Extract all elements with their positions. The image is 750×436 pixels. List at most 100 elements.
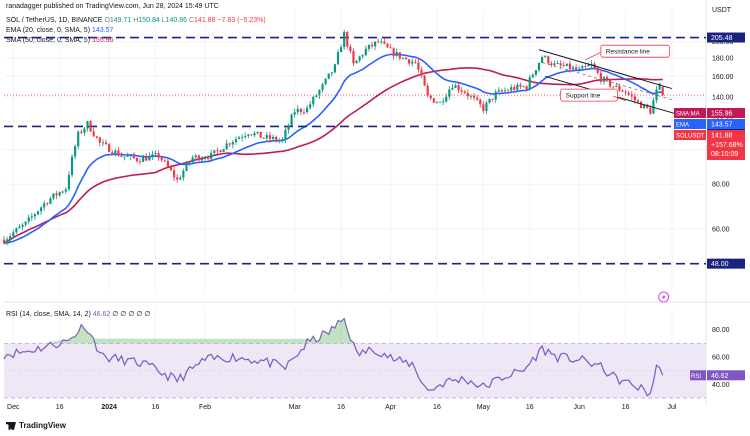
price-axis-unit: USDT — [712, 7, 732, 14]
candle-body — [52, 193, 55, 199]
candle-body — [469, 95, 473, 97]
price-tag-value: 143.57 — [711, 122, 733, 129]
candle-body — [234, 139, 238, 143]
candle-body — [333, 64, 336, 73]
candle-body — [312, 96, 315, 105]
candle-body — [213, 150, 216, 153]
candle-body — [98, 137, 101, 143]
candle-body — [525, 86, 528, 90]
time-tick-label: Mar — [289, 404, 302, 411]
time-tick-label: May — [477, 404, 491, 411]
candle-body — [182, 170, 185, 178]
candle-body — [305, 107, 309, 113]
time-tick-label: Jul — [668, 404, 677, 411]
candle-body — [494, 91, 497, 100]
candle-body — [108, 144, 111, 153]
change-value: −7.83 (−5.23%) — [217, 17, 266, 24]
candle-body — [503, 90, 507, 92]
candle-body — [194, 155, 197, 158]
candle-body — [605, 77, 609, 80]
candle-body — [544, 56, 547, 58]
candle-body — [55, 193, 58, 196]
sma-legend-label: SMA (50, close, 0, SMA, 5) — [6, 37, 91, 44]
candle-body — [132, 155, 135, 159]
candle-body — [500, 90, 503, 92]
candle-body — [231, 142, 234, 145]
candle-body — [138, 161, 142, 162]
candle-body — [6, 239, 9, 244]
low-value: 140.86 — [165, 17, 188, 24]
candle-body — [559, 63, 562, 66]
candle-body — [27, 217, 30, 222]
candle-body — [340, 47, 343, 53]
candle-body — [547, 56, 550, 64]
high-label: H — [133, 17, 139, 24]
candle-body — [556, 63, 559, 64]
candle-body — [287, 125, 290, 130]
candle-body — [265, 135, 268, 139]
candle-body — [658, 83, 661, 90]
rsi-legend-extra: ∅ ∅ ∅ ∅ ∅ — [112, 311, 151, 318]
candle-body — [253, 133, 256, 136]
price-tick-label: 200.00 — [712, 39, 734, 46]
sma-legend[interactable]: SMA (50, close, 0, SMA, 5) 155.96 — [6, 37, 113, 44]
ema-legend-value: 143.57 — [91, 27, 114, 34]
candle-body — [541, 57, 544, 63]
candle-body — [383, 41, 386, 44]
rsi-legend[interactable]: RSI (14, close, SMA, 14, 2) 46.62 ∅ ∅ ∅ … — [6, 310, 151, 318]
channel-midline — [541, 62, 676, 101]
candle-body — [104, 142, 108, 145]
candle-body — [349, 46, 352, 51]
candle-body — [602, 77, 606, 82]
price-tag-name-box — [674, 119, 706, 129]
candle-body — [70, 156, 74, 175]
annotation-pointer — [613, 95, 626, 101]
symbol-title: SOL / TetherUS, 1D, BINANCE — [6, 17, 103, 24]
price-tag-value-box — [707, 130, 745, 160]
candle-body — [36, 211, 40, 215]
candle-body — [237, 137, 241, 140]
candle-body — [599, 72, 602, 82]
ema-legend[interactable]: EMA (20, close, 0, SMA, 5) 143.57 — [6, 27, 113, 34]
price-tag-name-box — [674, 130, 706, 140]
candle-body — [111, 152, 114, 154]
candle-body — [321, 84, 324, 91]
candle-body — [621, 90, 624, 92]
candle-body — [197, 155, 200, 161]
rsi-tag-name-box — [690, 370, 706, 381]
candle-body — [244, 135, 247, 138]
annotation-pointer — [585, 51, 602, 61]
candle-body — [420, 69, 423, 76]
price-tick-label: 160.00 — [712, 74, 734, 81]
rsi-legend-value: 46.62 — [92, 311, 111, 318]
candle-body — [401, 57, 405, 59]
candle-body — [429, 95, 432, 99]
candle-body — [519, 84, 522, 87]
candle-body — [482, 104, 485, 112]
candle-body — [643, 104, 646, 109]
candle-body — [612, 86, 615, 88]
candle-body — [575, 67, 578, 70]
candle-body — [392, 48, 395, 57]
candle-body — [497, 90, 500, 92]
candle-body — [275, 136, 278, 141]
candle-body — [30, 216, 33, 218]
time-tick-label: 16 — [56, 404, 64, 411]
candle-body — [278, 140, 281, 141]
tradingview-icon — [6, 421, 16, 430]
annotation-box — [600, 44, 670, 58]
candle-body — [15, 228, 18, 233]
candle-body — [24, 221, 27, 225]
candle-body — [43, 203, 46, 208]
candle-body — [250, 134, 253, 136]
candle-body — [516, 84, 519, 90]
candle-body — [432, 98, 435, 103]
candle-body — [404, 57, 408, 60]
candle-body — [531, 74, 534, 78]
candle-body — [336, 52, 340, 65]
candle-body — [117, 150, 120, 156]
time-tick-label: 16 — [622, 404, 630, 411]
candle-body — [74, 146, 77, 157]
tradingview-logo[interactable]: TradingView — [6, 421, 66, 430]
candle-body — [330, 72, 333, 74]
